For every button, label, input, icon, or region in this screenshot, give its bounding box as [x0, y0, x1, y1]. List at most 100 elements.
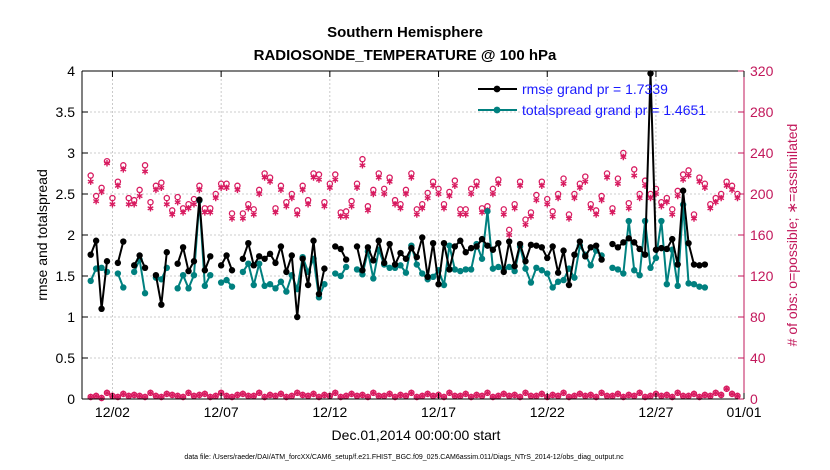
obs-assimilated-marker — [712, 199, 719, 206]
obs-bottom-assimilated-marker — [734, 392, 741, 400]
obs-bottom-assimilated-marker — [576, 390, 583, 398]
rmse-point — [565, 281, 573, 289]
obs-assimilated-marker — [446, 192, 453, 200]
y-right-tick-label: 120 — [750, 268, 774, 284]
rmse-point — [636, 245, 643, 253]
obs-bottom-assimilated-marker — [103, 389, 111, 397]
obs-bottom-assimilated-marker — [174, 392, 181, 400]
obs-bottom-assimilated-marker — [707, 392, 714, 400]
obs-assimilated-marker — [663, 199, 670, 206]
obs-bottom-assimilated-marker — [234, 391, 241, 399]
obs-assimilated-marker — [212, 194, 219, 202]
obs-assimilated-marker — [174, 199, 181, 206]
rmse-point — [473, 243, 480, 250]
totalspread-point — [141, 290, 149, 297]
obs-bottom-assimilated-marker — [511, 391, 518, 399]
y-tick-label: 3 — [67, 145, 75, 161]
x-tick-label: 12/07 — [204, 404, 239, 420]
y-right-tick-label: 160 — [750, 227, 774, 243]
obs-bottom-assimilated-marker — [723, 385, 730, 392]
rmse-point — [261, 255, 268, 262]
obs-assimilated-marker — [386, 178, 393, 185]
obs-assimilated-marker — [141, 168, 149, 175]
obs-assimilated-marker — [294, 211, 301, 218]
obs-assimilated-marker — [435, 190, 442, 198]
obs-bottom-assimilated-marker — [408, 389, 415, 397]
rmse-point — [560, 247, 567, 254]
rmse-point — [669, 235, 676, 243]
legend-rmse-marker — [493, 85, 501, 93]
totalspread-point — [609, 264, 616, 271]
chart-subtitle: RADIOSONDE_TEMPERATURE @ 100 hPa — [254, 47, 557, 64]
obs-assimilated-marker — [272, 209, 279, 216]
totalspread-point — [457, 267, 464, 275]
obs-assimilated-marker — [500, 211, 507, 218]
totalspread-point — [429, 273, 437, 281]
legend: rmse grand pr = 1.7339 totalspread grand… — [478, 81, 706, 118]
rmse-point — [174, 260, 181, 267]
totalspread-point — [522, 265, 529, 272]
obs-bottom-assimilated-marker — [375, 392, 382, 400]
obs-assimilated-marker — [506, 231, 513, 239]
y-tick-label: 2 — [67, 227, 75, 243]
obs-assimilated-marker — [125, 201, 132, 208]
rmse-point — [223, 252, 230, 259]
obs-assimilated-marker — [98, 188, 105, 196]
rmse-point — [451, 243, 459, 250]
rmse-point — [544, 254, 551, 262]
obs-assimilated-marker — [527, 213, 535, 220]
obs-assimilated-marker — [723, 182, 730, 189]
obs-assimilated-marker — [625, 205, 632, 212]
y-axis-right-label: # of obs: o=possible; ∗=assimilated — [784, 124, 800, 347]
rmse-point — [370, 257, 377, 264]
rmse-point — [98, 305, 105, 312]
obs-possible-marker — [630, 166, 638, 173]
totalspread-point — [614, 266, 622, 273]
rmse-point — [413, 253, 421, 261]
totalspread-point — [332, 270, 339, 277]
rmse-point — [321, 265, 328, 272]
obs-bottom-assimilated-marker — [370, 389, 377, 397]
totalspread-point — [478, 255, 486, 262]
obs-count-markers — [87, 149, 741, 402]
rmse-point — [294, 313, 301, 321]
obs-bottom-assimilated-marker — [419, 392, 426, 400]
obs-bottom-assimilated-marker — [136, 392, 143, 400]
rmse-point — [549, 243, 556, 250]
totalspread-point — [185, 285, 192, 292]
plot-area — [82, 71, 744, 399]
totalspread-point — [462, 266, 469, 273]
totalspread-point — [690, 281, 698, 288]
obs-assimilated-marker — [424, 194, 431, 202]
rmse-point — [446, 266, 453, 273]
rmse-point — [625, 235, 632, 242]
obs-bottom-assimilated-marker — [522, 389, 529, 397]
obs-assimilated-marker — [234, 186, 241, 194]
totalspread-point — [544, 270, 551, 277]
y-tick-label: 0.5 — [56, 350, 76, 366]
y-right-tick-label: 40 — [750, 350, 766, 366]
y-tick-label: 4 — [67, 63, 75, 79]
obs-assimilated-marker — [560, 180, 567, 187]
x-tick-label: 01/01 — [726, 404, 761, 420]
obs-assimilated-marker — [120, 166, 127, 173]
totalspread-point — [701, 284, 709, 291]
rmse-point — [674, 261, 681, 268]
obs-bottom-assimilated-marker — [625, 391, 632, 399]
obs-assimilated-marker — [223, 184, 230, 192]
y-right-tick-label: 320 — [750, 63, 774, 79]
rmse-point — [647, 70, 654, 77]
totalspread-point — [386, 264, 393, 271]
obs-assimilated-marker — [218, 184, 225, 192]
obs-assimilated-marker — [598, 196, 605, 204]
obs-assimilated-marker — [266, 178, 274, 185]
totalspread-point — [652, 254, 660, 262]
rmse-point — [201, 267, 209, 274]
obs-bottom-assimilated-marker — [614, 390, 622, 398]
obs-assimilated-marker — [207, 209, 214, 216]
totalspread-point — [114, 270, 122, 277]
rmse-point — [419, 234, 426, 241]
y-tick-label: 2.5 — [56, 186, 76, 202]
obs-bottom-assimilated-marker — [125, 392, 132, 400]
rmse-point — [424, 273, 431, 281]
